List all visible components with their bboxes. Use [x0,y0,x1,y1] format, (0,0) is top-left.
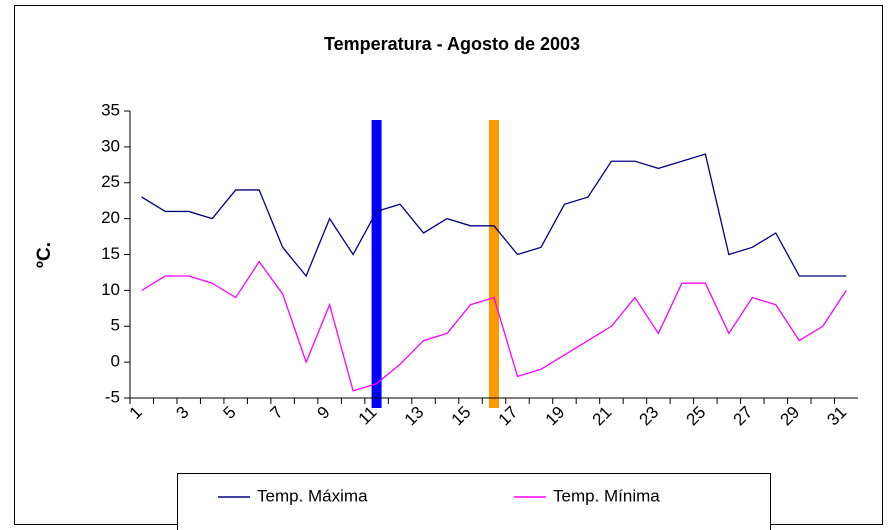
highlight-bar [371,120,382,408]
chart-title: Temperatura - Agosto de 2003 [324,34,580,54]
highlight-bar [489,120,499,408]
series-line [141,153,847,278]
y-tick-label: 10 [101,280,120,299]
y-tick-label: 20 [101,208,120,227]
legend-label: Temp. Máxima [257,486,368,505]
legend-label: Temp. Mínima [553,486,660,505]
y-tick-label: 25 [101,172,120,191]
legend-box [177,473,771,530]
y-axis-label: ºC. [34,242,55,268]
y-tick-label: 0 [111,352,120,371]
y-tick-label: 15 [101,244,120,263]
y-tick-label: -5 [105,387,120,406]
y-tick-label: 5 [111,316,120,335]
chart-border [14,5,883,525]
y-tick-label: 30 [101,136,120,155]
series-line [141,260,847,392]
y-tick-label: 35 [101,100,120,119]
